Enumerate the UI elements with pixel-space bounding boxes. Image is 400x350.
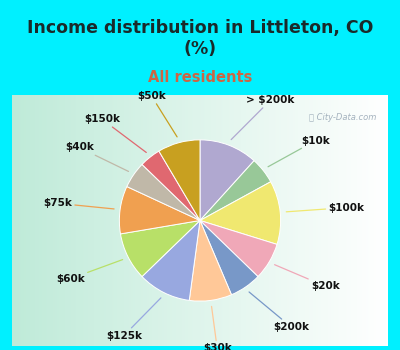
Wedge shape [200,220,277,276]
Text: $40k: $40k [65,142,128,172]
Text: $30k: $30k [203,306,232,350]
Text: $100k: $100k [286,203,364,212]
Wedge shape [142,151,200,220]
Text: > $200k: > $200k [231,95,295,140]
Wedge shape [200,182,281,244]
Wedge shape [142,220,200,300]
Text: All residents: All residents [148,70,252,85]
Wedge shape [127,164,200,220]
Text: $125k: $125k [106,298,161,341]
Wedge shape [159,140,200,220]
Wedge shape [120,220,200,276]
Text: $60k: $60k [56,260,123,284]
Text: Income distribution in Littleton, CO
(%): Income distribution in Littleton, CO (%) [27,19,373,58]
Text: $20k: $20k [274,265,340,291]
Wedge shape [200,140,254,220]
Text: $10k: $10k [268,135,330,167]
Text: $150k: $150k [84,114,146,153]
Wedge shape [200,220,258,295]
Wedge shape [200,161,271,220]
Wedge shape [189,220,232,301]
Text: $50k: $50k [137,91,177,137]
Text: Ⓜ City-Data.com: Ⓜ City-Data.com [309,113,376,122]
Text: $200k: $200k [249,292,309,332]
Text: $75k: $75k [43,198,114,209]
Wedge shape [119,187,200,234]
